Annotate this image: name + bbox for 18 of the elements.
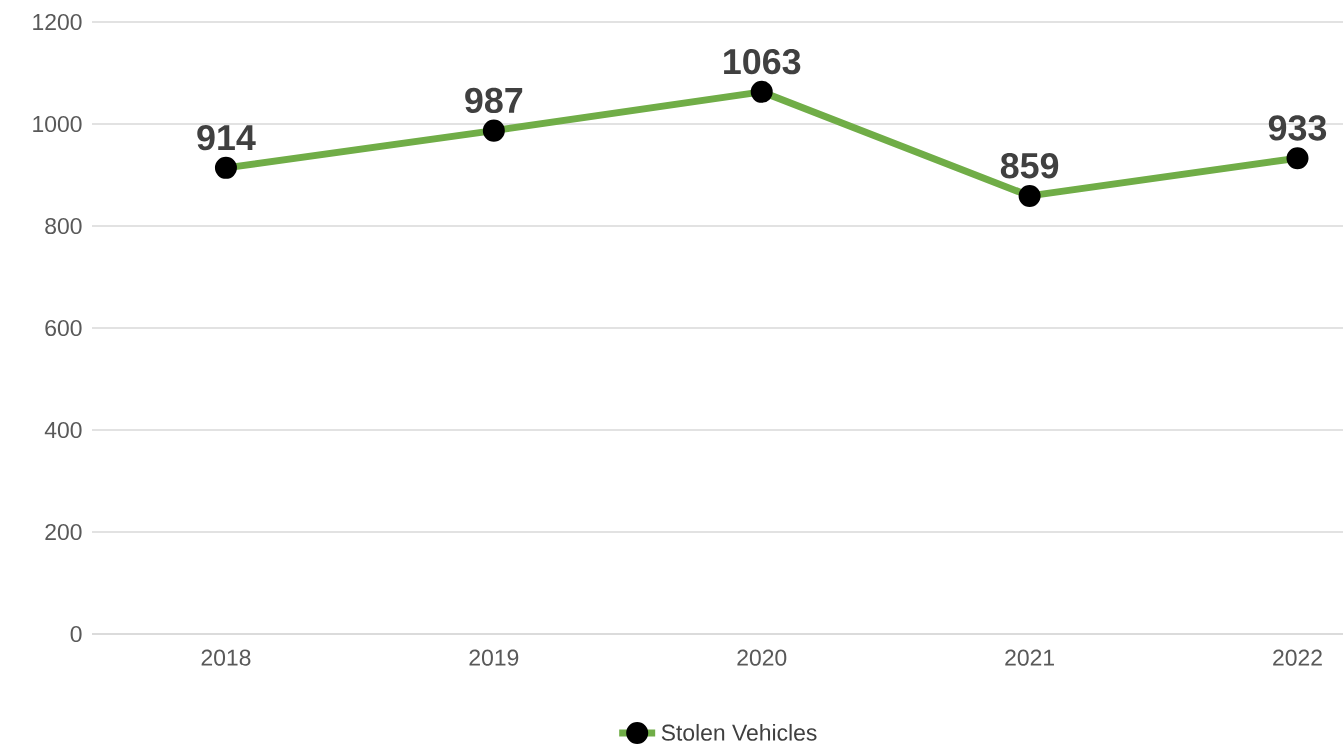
y-tick-label: 0	[70, 625, 82, 643]
x-tick-label: 2022	[1273, 649, 1322, 666]
y-tick-label: 400	[44, 421, 82, 439]
y-tick-label: 1000	[33, 115, 82, 133]
y-tick-label: 600	[45, 319, 82, 337]
x-tick-label: 2020	[737, 649, 787, 666]
y-tick-label: 200	[45, 523, 82, 541]
x-tick-label: 2019	[469, 649, 519, 666]
x-tick-label: 2021	[1005, 649, 1054, 666]
data-label: 914	[197, 124, 256, 151]
y-tick-label: 800	[45, 217, 82, 235]
legend-label: Stolen Vehicles	[661, 723, 817, 741]
data-label: 859	[1000, 153, 1059, 179]
data-label: 933	[1268, 115, 1327, 141]
data-label: 1063	[724, 48, 801, 75]
x-tick-label: 2018	[201, 649, 251, 666]
y-tick-label: 1200	[33, 13, 82, 31]
data-label: 987	[465, 87, 523, 114]
